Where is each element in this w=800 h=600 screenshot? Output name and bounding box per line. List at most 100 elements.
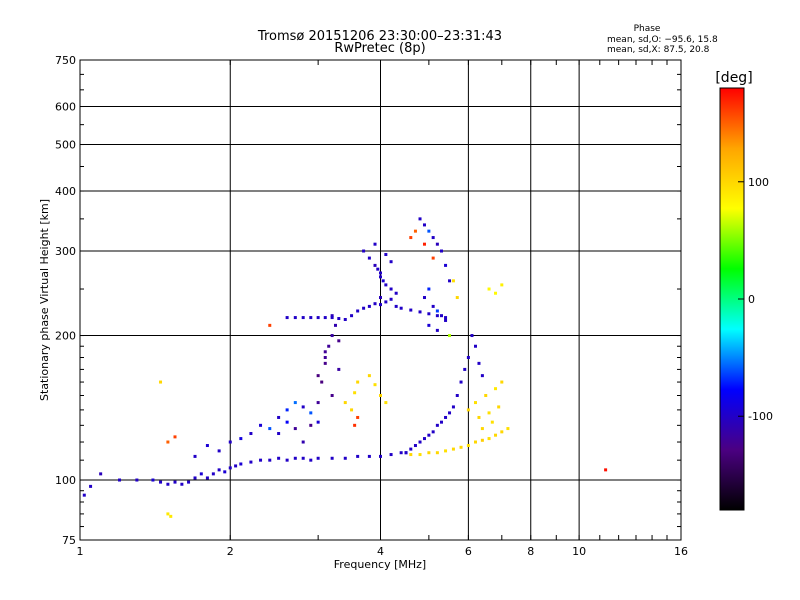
x-tick-label: 4 — [377, 545, 384, 558]
data-point — [268, 427, 272, 431]
data-point — [418, 440, 422, 444]
data-point — [353, 391, 357, 395]
data-point — [477, 415, 481, 419]
data-point — [350, 314, 354, 318]
data-point — [323, 355, 327, 359]
data-point — [135, 478, 139, 482]
data-point — [494, 387, 498, 391]
data-point — [277, 415, 281, 419]
data-point — [394, 291, 398, 295]
data-point — [362, 249, 366, 253]
data-point — [285, 420, 289, 424]
data-point — [440, 314, 444, 318]
data-point — [399, 451, 403, 455]
data-point — [440, 249, 444, 253]
data-point — [466, 408, 470, 412]
data-point — [180, 482, 184, 486]
data-point — [249, 432, 253, 436]
data-point — [356, 380, 360, 384]
data-point — [159, 380, 163, 384]
data-point — [166, 440, 170, 444]
data-point — [494, 433, 498, 437]
data-point — [293, 401, 297, 405]
data-points — [82, 217, 608, 518]
data-point — [268, 458, 272, 462]
data-point — [444, 318, 448, 322]
data-point — [473, 344, 477, 348]
data-point — [293, 316, 297, 320]
data-point — [389, 297, 393, 301]
data-point — [166, 512, 170, 516]
data-point — [249, 460, 253, 464]
data-point — [466, 444, 470, 448]
data-point — [384, 300, 388, 304]
data-point — [367, 454, 371, 458]
data-point — [389, 260, 393, 264]
data-point — [451, 279, 455, 283]
data-point — [494, 291, 498, 295]
x-tick-label: 16 — [674, 545, 688, 558]
data-point — [362, 306, 366, 310]
data-point — [333, 323, 337, 327]
data-point — [337, 339, 341, 343]
y-tick-label: 75 — [62, 534, 76, 547]
y-tick-label: 100 — [55, 474, 76, 487]
data-point — [409, 308, 413, 312]
data-point — [470, 334, 474, 338]
data-point — [480, 427, 484, 431]
colorbar-ticks: 100 0 -100 — [738, 176, 773, 423]
data-point — [422, 242, 426, 246]
data-point — [435, 314, 439, 318]
y-axis-ticks: 75 100 200 300 400 500 600 750 — [55, 54, 681, 547]
data-point — [418, 310, 422, 314]
data-point — [301, 316, 305, 320]
data-point — [323, 361, 327, 365]
data-point — [285, 316, 289, 320]
data-point — [367, 256, 371, 260]
phase-heading: Phase — [634, 24, 661, 34]
chart-title: Tromsø 20151206 23:30:00–23:31:43 — [257, 29, 502, 44]
data-point — [413, 229, 417, 233]
data-point — [277, 456, 281, 460]
y-tick-label: 750 — [55, 54, 76, 67]
data-point — [82, 493, 86, 497]
data-point — [506, 427, 510, 431]
chart-subtitle: RwPretec (8p) — [334, 41, 425, 56]
data-point — [427, 229, 431, 233]
y-tick-label: 200 — [55, 330, 76, 343]
data-point — [309, 423, 313, 427]
data-point — [379, 296, 382, 300]
data-point — [451, 405, 455, 409]
data-point — [500, 380, 504, 384]
data-point — [293, 456, 297, 460]
data-point — [169, 514, 173, 518]
data-point — [337, 367, 341, 371]
data-point — [173, 435, 177, 439]
data-point — [487, 411, 491, 415]
x-tick-label: 8 — [527, 545, 534, 558]
data-point — [205, 476, 209, 480]
data-point — [285, 408, 289, 412]
data-point — [379, 394, 382, 398]
data-point — [431, 236, 435, 240]
phase-mean-o: mean, sd,O: −95.6, 15.8 — [607, 35, 718, 45]
data-point — [301, 440, 305, 444]
data-point — [205, 444, 209, 448]
phase-mean-x: mean, sd,X: 87.5, 20.8 — [607, 45, 710, 55]
data-point — [477, 361, 481, 365]
data-point — [309, 458, 313, 462]
data-point — [422, 296, 426, 300]
data-point — [431, 256, 435, 260]
data-point — [418, 453, 422, 457]
data-point — [353, 423, 357, 427]
data-point — [316, 374, 320, 378]
data-point — [343, 317, 347, 321]
data-point — [389, 287, 393, 291]
data-point — [431, 430, 435, 434]
data-point — [448, 334, 452, 338]
data-point — [435, 309, 439, 313]
data-point — [343, 456, 347, 460]
data-point — [427, 433, 431, 437]
data-point — [367, 374, 371, 378]
data-point — [193, 454, 197, 458]
